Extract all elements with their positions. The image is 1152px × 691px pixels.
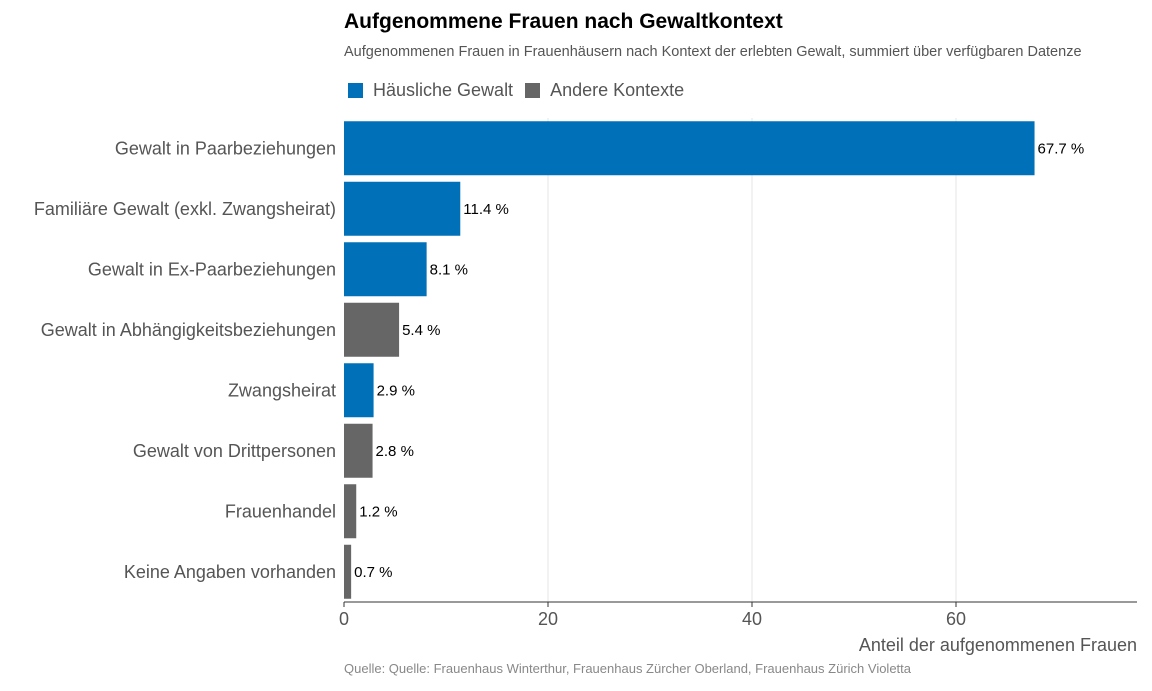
bar-value-label: 8.1 %: [430, 261, 468, 278]
bar-value-label: 2.8 %: [376, 443, 414, 460]
legend-label-haeusliche-gewalt: Häusliche Gewalt: [373, 80, 514, 100]
bar-value-label: 1.2 %: [359, 503, 397, 520]
x-tick-label: 0: [339, 609, 349, 629]
legend-item-andere-kontexte: Andere Kontexte: [525, 80, 684, 101]
category-labels: Gewalt in Paarbeziehungen Familiäre Gewal…: [34, 138, 336, 582]
legend-swatch-andere-kontexte: [525, 83, 541, 98]
chart-subtitle: Aufgenommenen Frauen in Frauenhäusern na…: [344, 44, 1082, 60]
x-tick-label: 20: [538, 609, 558, 629]
bar-value-label: 0.7 %: [354, 564, 392, 581]
legend-item-haeusliche-gewalt: Häusliche Gewalt: [348, 80, 513, 101]
chart-caption: Quelle: Quelle: Frauenhaus Winterthur, F…: [344, 661, 912, 676]
bars: [344, 121, 1035, 599]
x-axis: 0 20 40 60: [339, 601, 1137, 629]
legend-swatch-haeusliche-gewalt: [348, 83, 363, 98]
x-tick-label: 40: [742, 609, 762, 629]
gridlines: [547, 118, 957, 602]
category-label: Frauenhandel: [225, 501, 336, 521]
bar-value-label: 67.7 %: [1038, 140, 1085, 157]
bar: [344, 302, 400, 357]
legend-label-andere-kontexte: Andere Kontexte: [550, 80, 685, 100]
bar: [344, 242, 427, 297]
category-label: Gewalt von Drittpersonen: [133, 441, 336, 461]
category-label: Keine Angaben vorhanden: [124, 562, 336, 582]
x-axis-title: Anteil der aufgenommenen Frauen: [859, 635, 1137, 655]
category-label: Zwangsheirat: [228, 380, 336, 400]
chart-title: Aufgenommene Frauen nach Gewaltkontext: [344, 10, 783, 33]
legend: Häusliche Gewalt Andere Kontexte: [348, 80, 696, 101]
category-label: Familiäre Gewalt (exkl. Zwangsheirat): [34, 199, 336, 219]
bar: [344, 181, 461, 236]
bar-value-label: 11.4 %: [463, 201, 509, 218]
bar-value-label: 5.4 %: [402, 322, 440, 339]
bar-value-label: 2.9 %: [377, 382, 415, 399]
value-labels: 67.7 % 11.4 % 8.1 % 5.4 % 2.9 % 2.8 % 1.2 % 0.7…: [354, 140, 1084, 581]
x-tick-label: 60: [946, 609, 966, 629]
category-label: Gewalt in Ex-Paarbeziehungen: [88, 259, 336, 279]
bar: [344, 121, 1035, 176]
bar: [344, 423, 373, 478]
bar: [344, 363, 374, 418]
category-label: Gewalt in Abhängigkeitsbeziehungen: [41, 320, 336, 340]
category-label: Gewalt in Paarbeziehungen: [115, 138, 336, 158]
bar: [344, 544, 352, 599]
bar: [344, 484, 357, 539]
